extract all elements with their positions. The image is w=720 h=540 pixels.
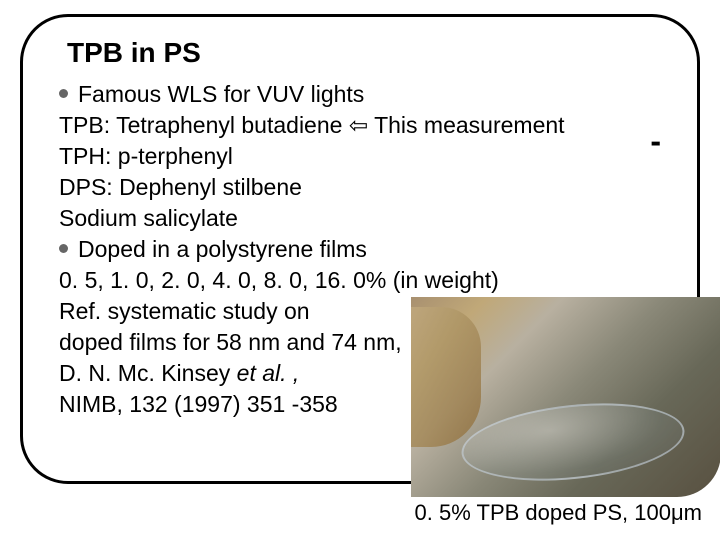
caption-text-b: m xyxy=(684,500,702,525)
left-arrow-icon: ⇦ xyxy=(349,112,368,138)
bullet-icon xyxy=(59,89,68,98)
line-tph: TPH: p-terphenyl xyxy=(59,141,669,172)
bullet-item-1: Famous WLS for VUV lights xyxy=(59,79,669,110)
line-tpb: TPB: Tetraphenyl butadiene ⇦ This measur… xyxy=(59,110,669,141)
photo-caption: 0. 5% TPB doped PS, 100μm xyxy=(415,500,702,526)
dash-mark: - xyxy=(650,123,661,160)
bullet-icon xyxy=(59,244,68,253)
sample-photo xyxy=(411,297,720,497)
mu-symbol: μ xyxy=(671,500,684,525)
ref3-a: D. N. Mc. Kinsey xyxy=(59,360,237,386)
line-dps: DPS: Dephenyl stilbene xyxy=(59,172,669,203)
line-sodium: Sodium salicylate xyxy=(59,203,669,234)
slide-title: TPB in PS xyxy=(67,37,669,69)
bullet-2-text: Doped in a polystyrene films xyxy=(78,234,367,265)
tpb-prefix: TPB: Tetraphenyl butadiene xyxy=(59,112,349,138)
bullet-item-2: Doped in a polystyrene films xyxy=(59,234,669,265)
caption-text-a: 0. 5% TPB doped PS, 100 xyxy=(415,500,671,525)
line-weights: 0. 5, 1. 0, 2. 0, 4. 0, 8. 0, 16. 0% (in… xyxy=(59,265,669,296)
slide-frame: TPB in PS Famous WLS for VUV lights TPB:… xyxy=(20,14,700,484)
ref3-italic: et al. , xyxy=(237,360,300,386)
bullet-1-text: Famous WLS for VUV lights xyxy=(78,79,364,110)
tpb-suffix: This measurement xyxy=(368,112,564,138)
